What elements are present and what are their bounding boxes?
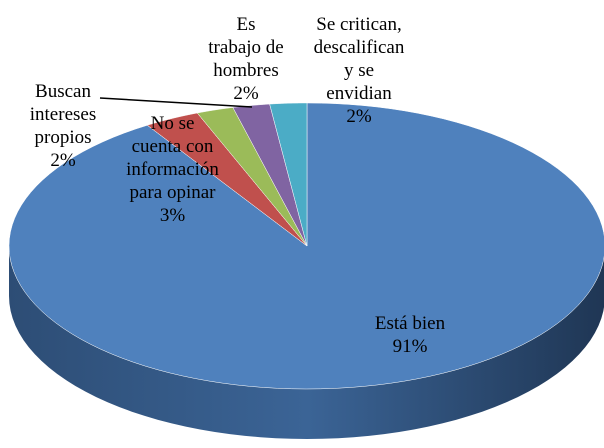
- value-label: 2%: [50, 150, 76, 171]
- category-label: Se critican, descalifican y se envidian: [313, 14, 405, 104]
- slice-label: Está bien 91%: [355, 312, 465, 358]
- slice: [269, 102, 308, 247]
- slice-label: Buscan intereses propios 2%: [10, 80, 116, 172]
- slice-label: No se cuenta con información para opinar…: [125, 112, 220, 227]
- slice: [146, 112, 308, 247]
- value-label: 91%: [392, 336, 428, 357]
- slice: [196, 107, 308, 247]
- slice: [8, 102, 604, 390]
- value-label: 3%: [159, 205, 186, 226]
- value-label: 2%: [233, 83, 259, 104]
- category-label: Es trabajo de hombres: [208, 14, 284, 81]
- leader-line: [99, 97, 253, 108]
- category-label: Buscan intereses propios: [29, 81, 97, 148]
- category-label: Está bien: [374, 313, 446, 334]
- slice-label: Es trabajo de hombres 2%: [208, 13, 284, 105]
- slice-side: [9, 246, 604, 439]
- slice-label: Se critican, descalifican y se envidian 2…: [312, 13, 406, 128]
- value-label: 2%: [346, 106, 372, 127]
- category-label: No se cuenta con información para opinar: [126, 113, 219, 203]
